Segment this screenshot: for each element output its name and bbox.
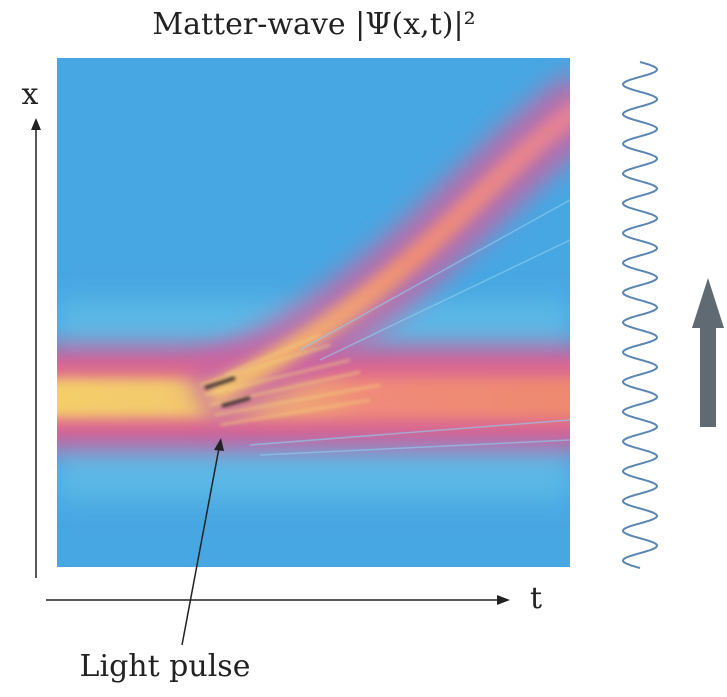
annotation: Light pulse: [80, 649, 251, 684]
title: Matter-wave |Ψ(x,t)|²: [152, 7, 475, 42]
light-wave: [621, 61, 659, 569]
x-axis-label: t: [530, 581, 542, 616]
heatmap: [57, 58, 570, 567]
axes: [31, 118, 510, 646]
direction-arrow: [692, 278, 724, 427]
y-axis-label: x: [22, 77, 39, 112]
